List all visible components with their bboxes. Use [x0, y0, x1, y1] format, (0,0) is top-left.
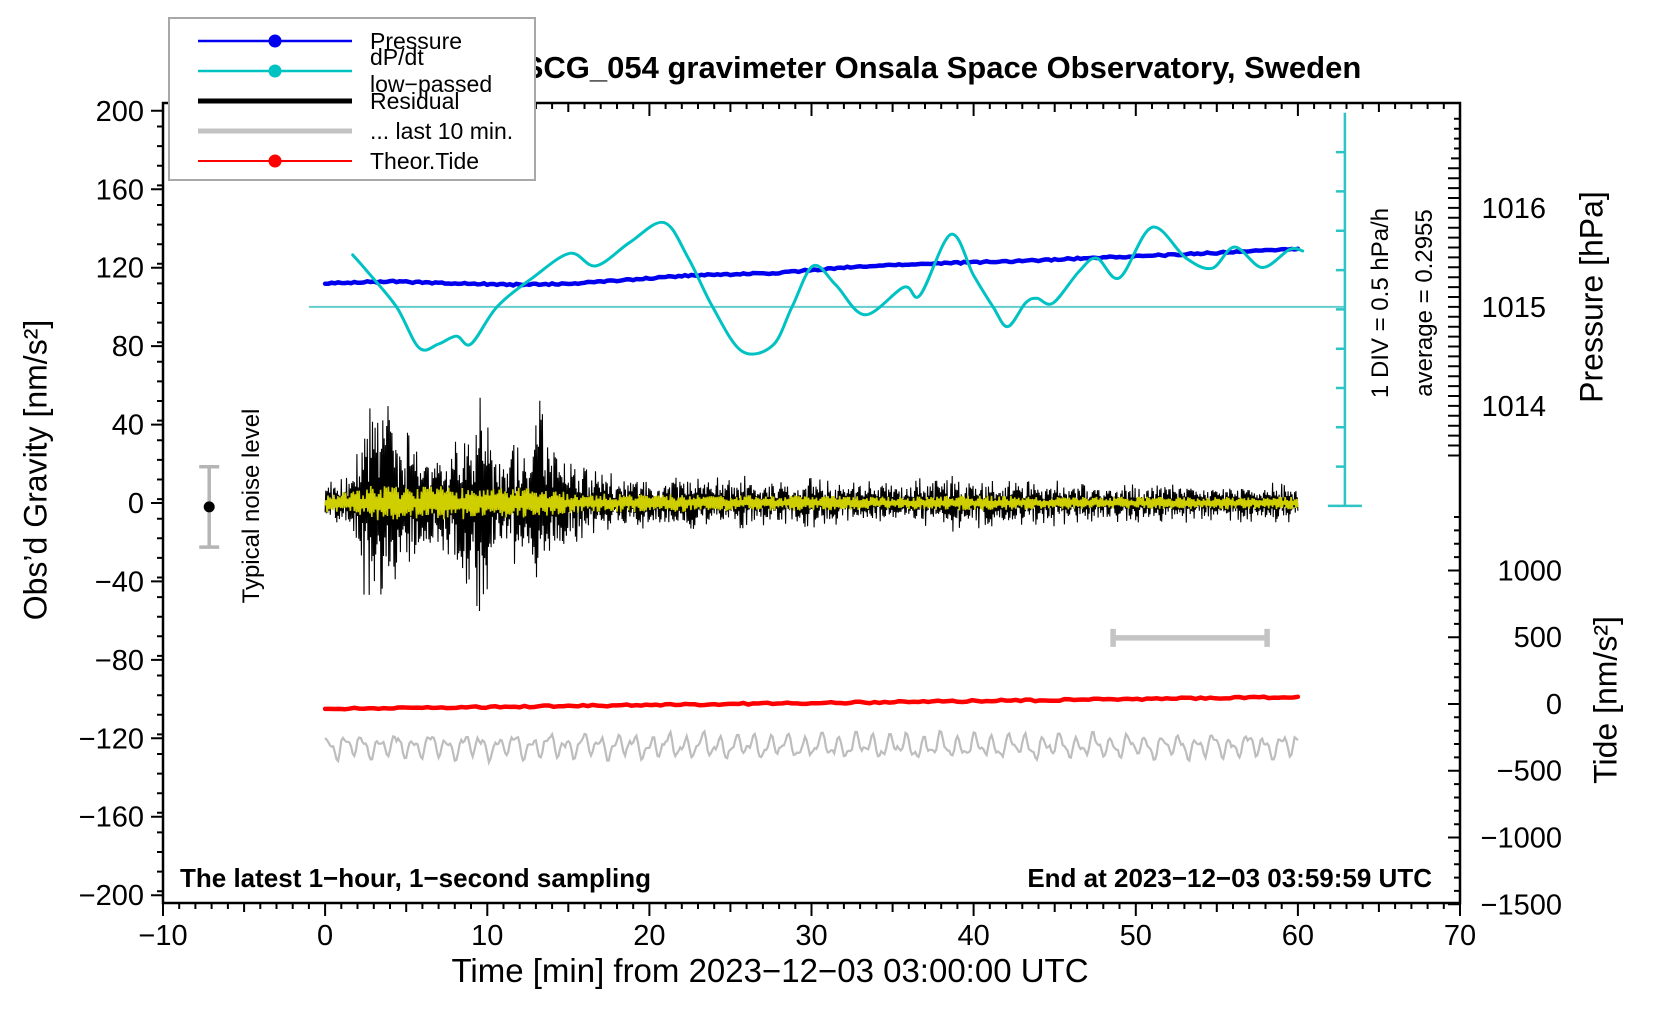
tick-label: −500 — [1497, 756, 1562, 788]
gravity-axis-label: Obs’d Gravity [nm/s²] — [17, 319, 54, 621]
legend-item-last10: ... last 10 min. — [170, 116, 534, 146]
chart-title: SCG_054 gravimeter Onsala Space Observat… — [522, 50, 1362, 85]
tick-label: 500 — [1514, 622, 1562, 654]
tick-label: 1014 — [1481, 391, 1546, 423]
legend-label: Theor.Tide — [370, 147, 480, 174]
tick-label: −1000 — [1481, 823, 1562, 855]
pressure-curve — [322, 246, 1301, 288]
typical-noise-label: Typical noise level — [238, 408, 265, 604]
x-axis-label: Time [min] from 2023−12−03 03:00:00 UTC — [451, 952, 1089, 989]
tick-label: 60 — [1282, 920, 1314, 952]
end-time-annotation: End at 2023−12−03 03:59:59 UTC — [1027, 863, 1432, 893]
last10-extent-bar — [1110, 628, 1270, 647]
plot-frame — [151, 101, 1462, 916]
tick-label: 0 — [128, 488, 144, 520]
last10-line-swatch — [198, 128, 352, 134]
residual-line-swatch — [198, 98, 352, 104]
tick-label: 40 — [112, 410, 144, 442]
tick-label: 0 — [317, 920, 333, 952]
tide-line-swatch — [198, 154, 352, 168]
tick-label: 200 — [96, 96, 144, 128]
tick-label: 1015 — [1481, 292, 1546, 324]
residual-lowpass-curve — [324, 485, 1299, 521]
tick-label: −80 — [95, 645, 144, 677]
tick-label: 30 — [795, 920, 827, 952]
tick-label: −120 — [79, 723, 144, 755]
tide-curve — [322, 694, 1301, 712]
legend-item-dpdt: dP/dt low−passed — [170, 44, 534, 97]
average-annotation: average = 0.2955 — [1411, 209, 1438, 397]
pressure-line-swatch — [198, 34, 352, 48]
dpdt-line-swatch — [198, 64, 352, 78]
tick-label: 0 — [1546, 689, 1562, 721]
legend-label: Residual — [370, 87, 460, 114]
tick-label: 1000 — [1497, 555, 1562, 587]
tick-label: −40 — [95, 566, 144, 598]
tick-label: 50 — [1120, 920, 1152, 952]
tick-label: 160 — [96, 174, 144, 206]
tide-axis-label: Tide [nm/s²] — [1587, 616, 1624, 784]
legend-dot-swatch — [268, 64, 282, 78]
tick-label: −200 — [79, 880, 144, 912]
legend-item-residual: Residual — [170, 86, 534, 116]
curves-group — [308, 112, 1362, 766]
noise-errorbar-dot — [203, 501, 215, 513]
tick-label: 10 — [471, 920, 503, 952]
tick-label: 1016 — [1481, 193, 1546, 225]
tick-label: −10 — [138, 920, 187, 952]
legend-label: dP/dt low−passed — [370, 44, 493, 97]
tick-label: 40 — [957, 920, 989, 952]
legend-label: Pressure — [370, 27, 463, 54]
dpdt-scale-bar — [1327, 112, 1362, 508]
legend-label: ... last 10 min. — [370, 117, 514, 144]
legend-dot-swatch — [268, 154, 282, 168]
tick-label: −1500 — [1481, 889, 1562, 921]
tick-label: −160 — [79, 802, 144, 834]
tick-labels: −10 0 10 20 30 40 50 60 70 −200 −160 −120 −80 −40 0 40 8… — [79, 96, 1562, 952]
legend-item-pressure: Pressure — [170, 26, 534, 56]
div-scale-annotation: 1 DIV = 0.5 hPa/h — [1367, 207, 1394, 399]
last10-curve — [324, 728, 1299, 766]
tick-label: 20 — [633, 920, 665, 952]
tick-label: 80 — [112, 331, 144, 363]
axis-ticks — [151, 103, 1461, 916]
residual-curve — [324, 397, 1299, 612]
legend-box: Pressure dP/dt low−passed Residual ... l… — [168, 17, 536, 181]
tick-label: 120 — [96, 253, 144, 285]
legend-dot-swatch — [268, 34, 282, 48]
pressure-axis-label: Pressure [hPa] — [1573, 191, 1610, 403]
tick-label: 70 — [1444, 920, 1476, 952]
typical-noise-errorbar — [199, 464, 220, 549]
sampling-annotation: The latest 1−hour, 1−second sampling — [180, 863, 652, 893]
dpdt-curve — [351, 220, 1305, 356]
legend-item-tide: Theor.Tide — [170, 146, 534, 176]
